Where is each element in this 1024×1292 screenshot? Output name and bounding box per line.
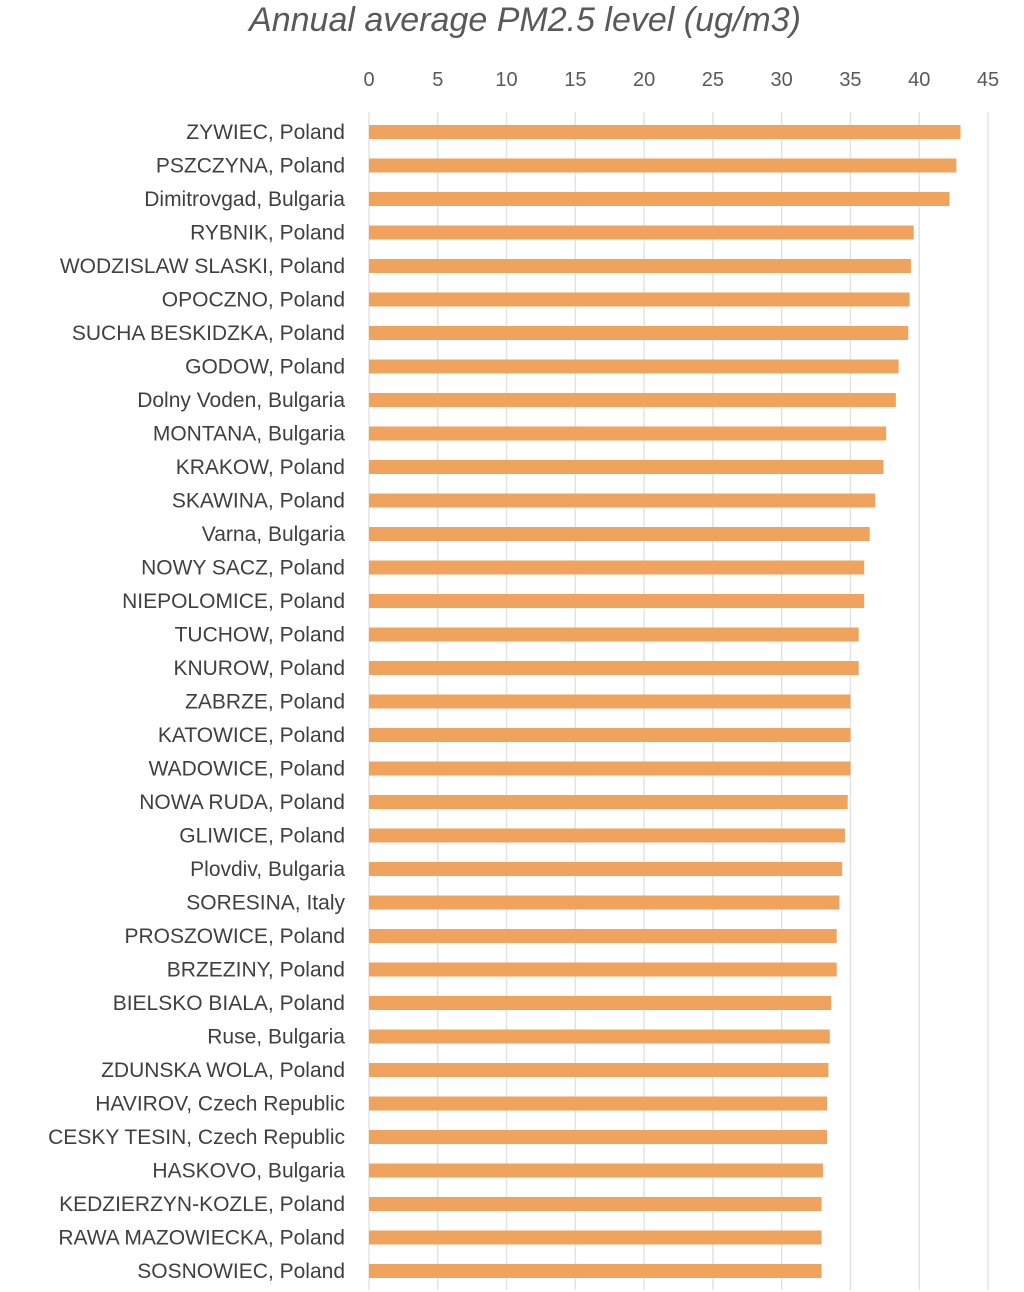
category-label: SORESINA, Italy <box>186 892 345 915</box>
x-tick-label: 10 <box>495 69 517 91</box>
bar <box>369 359 899 374</box>
bar <box>369 1230 822 1245</box>
category-label: Varna, Bulgaria <box>202 523 346 546</box>
category-label: HAVIROV, Czech Republic <box>95 1093 345 1116</box>
x-tick-label: 30 <box>771 69 793 91</box>
bar <box>369 1264 822 1278</box>
category-label: KEDZIERZYN-KOZLE, Poland <box>59 1193 345 1216</box>
bar <box>369 761 851 776</box>
category-label: PSZCZYNA, Poland <box>156 155 345 178</box>
bar <box>369 661 859 675</box>
bar <box>369 560 865 575</box>
category-label: SOSNOWIEC, Poland <box>137 1260 345 1283</box>
bar <box>369 1029 830 1044</box>
x-tick-label: 40 <box>908 69 930 91</box>
bar <box>369 1096 828 1111</box>
category-label: BIELSKO BIALA, Poland <box>113 992 345 1015</box>
category-label: RAWA MAZOWIECKA, Poland <box>58 1227 345 1250</box>
bar <box>369 862 843 876</box>
category-label: NOWA RUDA, Poland <box>139 791 345 814</box>
bar <box>369 795 848 809</box>
category-label: SUCHA BESKIDZKA, Poland <box>72 322 345 345</box>
category-label: RYBNIK, Poland <box>190 222 345 245</box>
category-label: CESKY TESIN, Czech Republic <box>48 1126 345 1149</box>
bar <box>369 158 957 173</box>
bar <box>369 326 909 340</box>
category-label: KNUROW, Poland <box>173 657 345 680</box>
category-label: ZDUNSKA WOLA, Poland <box>101 1059 345 1082</box>
category-label: ZABRZE, Poland <box>185 691 345 714</box>
category-label: Dimitrovgad, Bulgaria <box>144 188 345 211</box>
bar <box>369 1063 829 1077</box>
bar <box>369 929 837 943</box>
bar <box>369 259 911 273</box>
category-label: HASKOVO, Bulgaria <box>152 1160 345 1183</box>
bar <box>369 728 851 742</box>
x-tick-label: 25 <box>702 69 724 91</box>
bar <box>369 493 876 508</box>
category-label: KATOWICE, Poland <box>158 724 345 747</box>
bar <box>369 225 914 240</box>
bar <box>369 527 870 541</box>
category-label: WADOWICE, Poland <box>149 758 345 781</box>
bar <box>369 828 845 843</box>
chart-title: Annual average PM2.5 level (ug/m3) <box>249 1 801 39</box>
category-label: Plovdiv, Bulgaria <box>190 858 345 881</box>
category-label: TUCHOW, Poland <box>175 624 345 647</box>
category-label: GLIWICE, Poland <box>179 825 345 848</box>
x-tick-label: 20 <box>633 69 655 91</box>
category-label: NIEPOLOMICE, Poland <box>122 590 345 613</box>
bar <box>369 594 865 608</box>
bar <box>369 895 840 910</box>
bar <box>369 996 832 1010</box>
bar <box>369 694 851 709</box>
x-tick-label: 45 <box>977 69 999 91</box>
category-label: GODOW, Poland <box>185 356 345 379</box>
bar <box>369 393 896 407</box>
category-label: NOWY SACZ, Poland <box>141 557 345 580</box>
bar <box>369 292 910 307</box>
category-label: ZYWIEC, Poland <box>186 121 345 144</box>
bar <box>369 1197 822 1211</box>
category-label: WODZISLAW SLASKI, Poland <box>60 255 345 278</box>
x-tick-label: 5 <box>432 69 443 91</box>
bar <box>369 1163 823 1178</box>
category-label: Dolny Voden, Bulgaria <box>137 389 345 412</box>
category-label: SKAWINA, Poland <box>172 490 345 513</box>
bar <box>369 962 837 977</box>
bar <box>369 426 887 441</box>
category-label: OPOCZNO, Poland <box>162 289 345 312</box>
category-label: PROSZOWICE, Poland <box>124 925 345 948</box>
bar <box>369 192 950 206</box>
category-label: BRZEZINY, Poland <box>167 959 345 982</box>
x-tick-label: 15 <box>564 69 586 91</box>
bar <box>369 1130 828 1144</box>
bar <box>369 460 884 474</box>
bar <box>369 125 961 139</box>
category-label: KRAKOW, Poland <box>176 456 345 479</box>
category-label: MONTANA, Bulgaria <box>153 423 345 446</box>
x-tick-label: 0 <box>363 69 374 91</box>
category-label: Ruse, Bulgaria <box>207 1026 345 1049</box>
x-tick-label: 35 <box>839 69 861 91</box>
bar <box>369 627 859 642</box>
